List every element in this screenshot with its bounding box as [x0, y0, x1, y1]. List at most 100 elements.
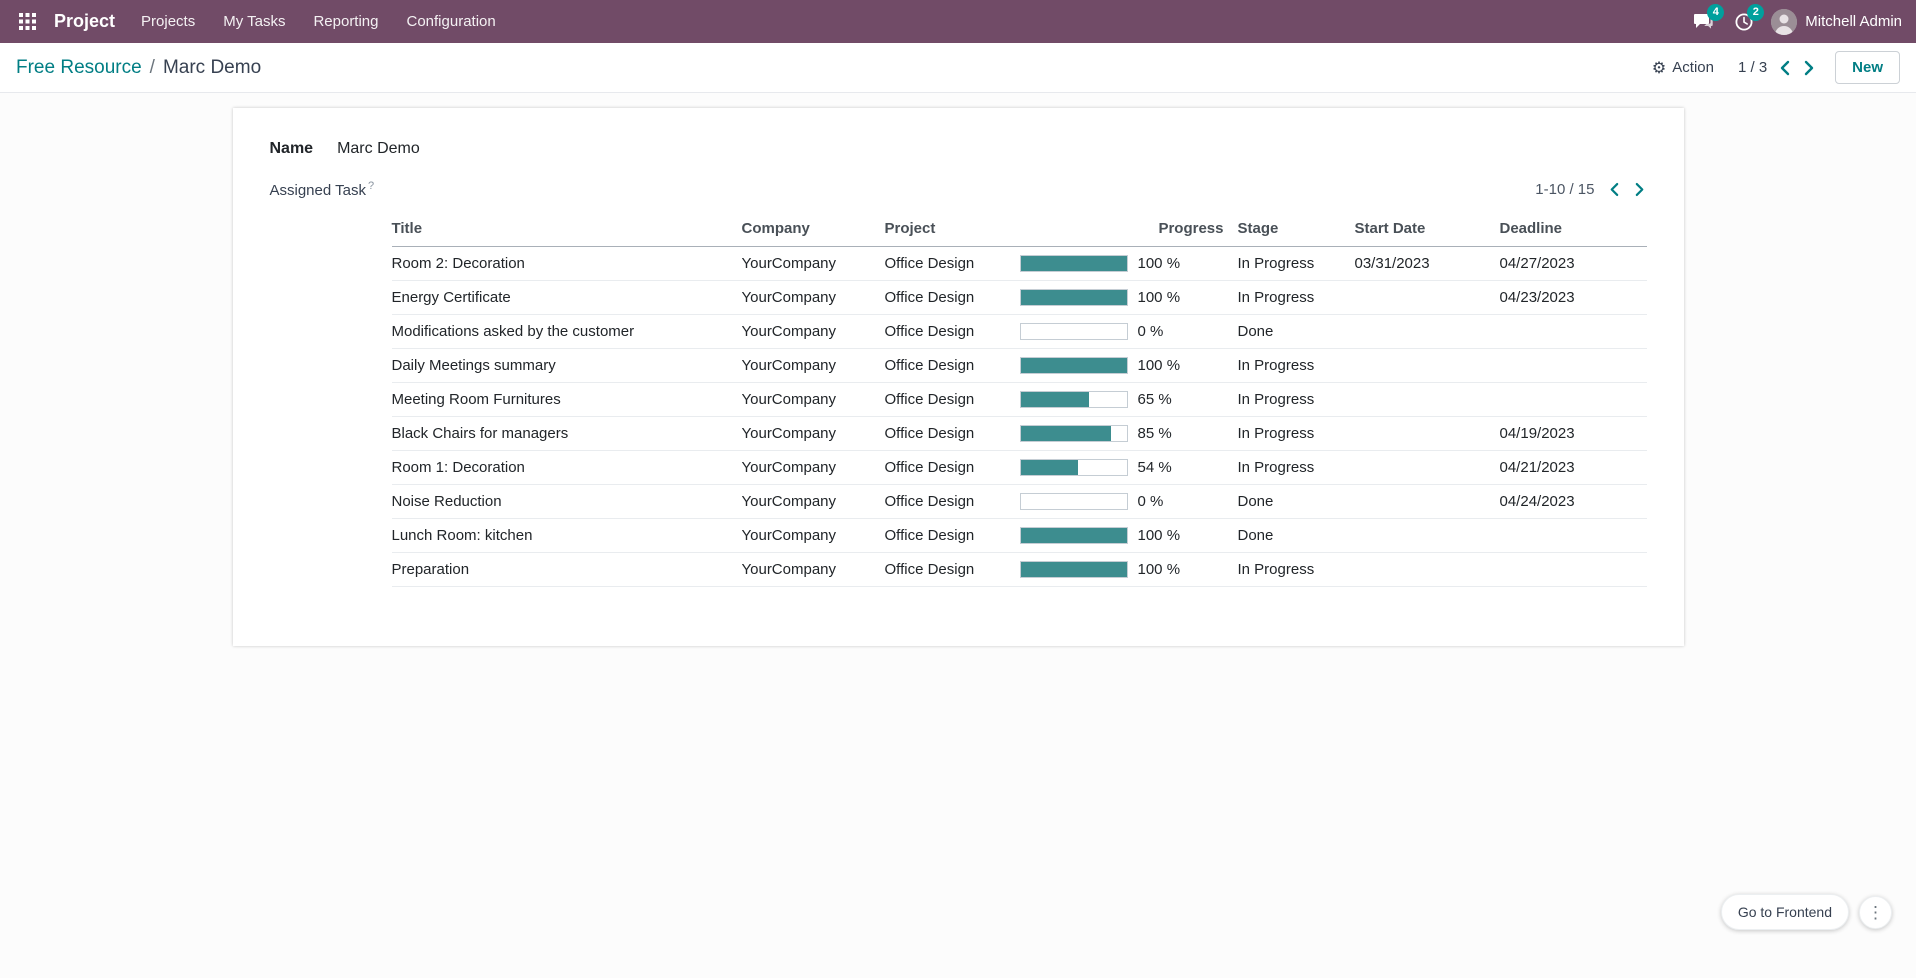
- activities-button[interactable]: 2: [1731, 3, 1765, 35]
- task-title-cell: Energy Certificate: [391, 280, 742, 315]
- task-row[interactable]: Preparation YourCompany Office Design 10…: [391, 552, 1647, 587]
- task-project-cell: Office Design: [884, 552, 1020, 587]
- task-stage-cell: Done: [1237, 484, 1355, 519]
- column-header-stage[interactable]: Stage: [1237, 211, 1355, 247]
- apps-grid-icon: [18, 13, 36, 30]
- task-row[interactable]: Daily Meetings summary YourCompany Offic…: [391, 348, 1647, 383]
- progress-label: 85 %: [1137, 425, 1172, 442]
- progress-bar: 0 %: [1019, 323, 1228, 340]
- progress-label: 100 %: [1137, 561, 1181, 578]
- task-list: Title Company Project Progress Stage Sta…: [391, 211, 1647, 587]
- task-row[interactable]: Modifications asked by the customer Your…: [391, 314, 1647, 349]
- menu-item-projects[interactable]: Projects: [141, 13, 196, 30]
- task-project-cell: Office Design: [884, 348, 1020, 383]
- task-row[interactable]: Room 1: Decoration YourCompany Office De…: [391, 450, 1647, 485]
- column-header-progress[interactable]: Progress: [1019, 211, 1238, 247]
- name-field-value[interactable]: Marc Demo: [337, 140, 420, 157]
- task-row[interactable]: Meeting Room Furnitures YourCompany Offi…: [391, 382, 1647, 417]
- column-header-project[interactable]: Project: [884, 211, 1020, 247]
- app-name[interactable]: Project: [54, 11, 116, 31]
- progress-label: 100 %: [1137, 357, 1181, 374]
- breadcrumb-parent-link[interactable]: Free Resource: [16, 56, 142, 78]
- apps-menu-button[interactable]: [10, 5, 44, 39]
- progress-label: 100 %: [1137, 255, 1181, 272]
- menu-item-configuration[interactable]: Configuration: [406, 13, 496, 30]
- task-row[interactable]: Lunch Room: kitchen YourCompany Office D…: [391, 518, 1647, 553]
- chevron-left-icon: [1779, 60, 1790, 76]
- menu-item-my-tasks[interactable]: My Tasks: [223, 13, 286, 30]
- column-header-start-date[interactable]: Start Date: [1354, 211, 1500, 247]
- task-company-cell: YourCompany: [741, 484, 885, 519]
- menu-item-reporting[interactable]: Reporting: [313, 13, 379, 30]
- task-title-cell: Room 2: Decoration: [391, 246, 742, 281]
- progress-bar: 0 %: [1019, 493, 1228, 510]
- task-title-cell: Daily Meetings summary: [391, 348, 742, 383]
- progress-label: 54 %: [1137, 459, 1172, 476]
- column-header-company[interactable]: Company: [741, 211, 885, 247]
- form-sheet: Name Marc Demo Assigned Task? 1-10 / 15: [232, 108, 1684, 646]
- column-header-deadline[interactable]: Deadline: [1499, 211, 1647, 247]
- chat-bubble-icon: [1694, 13, 1713, 30]
- breadcrumb-separator: /: [149, 56, 155, 78]
- task-list-pager-next-button[interactable]: [1633, 180, 1647, 199]
- more-options-button[interactable]: ⋮: [1859, 895, 1892, 929]
- action-menu-button[interactable]: ⚙ Action: [1646, 57, 1720, 79]
- progress-bar: 100 %: [1019, 255, 1228, 272]
- task-deadline-cell: [1499, 518, 1647, 553]
- progress-track: [1019, 459, 1128, 476]
- progress-fill: [1020, 460, 1078, 475]
- record-pager-previous-button[interactable]: [1777, 58, 1792, 78]
- breadcrumb: Free Resource / Marc Demo: [16, 57, 261, 79]
- task-company-cell: YourCompany: [741, 552, 885, 587]
- task-list-pager-previous-button[interactable]: [1607, 180, 1621, 199]
- progress-track: [1019, 289, 1128, 306]
- task-project-cell: Office Design: [884, 246, 1020, 281]
- new-record-button[interactable]: New: [1835, 51, 1900, 84]
- task-stage-cell: In Progress: [1237, 450, 1355, 485]
- task-start-date-cell: [1354, 416, 1500, 451]
- clock-icon: [1735, 13, 1753, 31]
- progress-bar: 100 %: [1019, 561, 1228, 578]
- progress-label: 65 %: [1137, 391, 1172, 408]
- record-pager-value: 1 / 3: [1737, 59, 1768, 76]
- task-stage-cell: In Progress: [1237, 246, 1355, 281]
- progress-track: [1019, 561, 1128, 578]
- frontend-float-buttons: Go to Frontend ⋮: [1720, 894, 1892, 930]
- task-row[interactable]: Black Chairs for managers YourCompany Of…: [391, 416, 1647, 451]
- task-row[interactable]: Energy Certificate YourCompany Office De…: [391, 280, 1647, 315]
- top-navbar: Project Projects My Tasks Reporting Conf…: [0, 0, 1916, 43]
- progress-bar: 54 %: [1019, 459, 1228, 476]
- content-area: Name Marc Demo Assigned Task? 1-10 / 15: [0, 93, 1916, 646]
- task-deadline-cell: [1499, 552, 1647, 587]
- control-panel: Free Resource / Marc Demo ⚙ Action 1 / 3…: [0, 43, 1916, 93]
- progress-bar: 100 %: [1019, 527, 1228, 544]
- assigned-task-field-label: Assigned Task?: [269, 180, 375, 199]
- task-row[interactable]: Noise Reduction YourCompany Office Desig…: [391, 484, 1647, 519]
- task-title-cell: Room 1: Decoration: [391, 450, 742, 485]
- column-header-title[interactable]: Title: [391, 211, 742, 247]
- user-menu[interactable]: Mitchell Admin: [1771, 8, 1902, 35]
- task-deadline-cell: 04/23/2023: [1499, 280, 1647, 315]
- progress-label: 100 %: [1137, 527, 1181, 544]
- task-stage-cell: Done: [1237, 314, 1355, 349]
- task-stage-cell: Done: [1237, 518, 1355, 553]
- task-deadline-cell: 04/21/2023: [1499, 450, 1647, 485]
- action-menu-label: Action: [1672, 59, 1714, 76]
- task-row[interactable]: Room 2: Decoration YourCompany Office De…: [391, 246, 1647, 281]
- messages-button[interactable]: 4: [1690, 4, 1725, 34]
- progress-fill: [1020, 528, 1127, 543]
- task-title-cell: Lunch Room: kitchen: [391, 518, 742, 553]
- progress-fill: [1020, 392, 1090, 407]
- task-title-cell: Modifications asked by the customer: [391, 314, 742, 349]
- task-start-date-cell: [1354, 314, 1500, 349]
- progress-track: [1019, 527, 1128, 544]
- task-title-cell: Preparation: [391, 552, 742, 587]
- task-start-date-cell: [1354, 552, 1500, 587]
- progress-fill: [1020, 358, 1127, 373]
- progress-fill: [1020, 426, 1111, 441]
- go-to-frontend-button[interactable]: Go to Frontend: [1720, 894, 1849, 930]
- record-pager-next-button[interactable]: [1802, 58, 1817, 78]
- task-deadline-cell: [1499, 348, 1647, 383]
- chevron-left-icon: [1609, 182, 1619, 197]
- progress-label: 0 %: [1137, 323, 1164, 340]
